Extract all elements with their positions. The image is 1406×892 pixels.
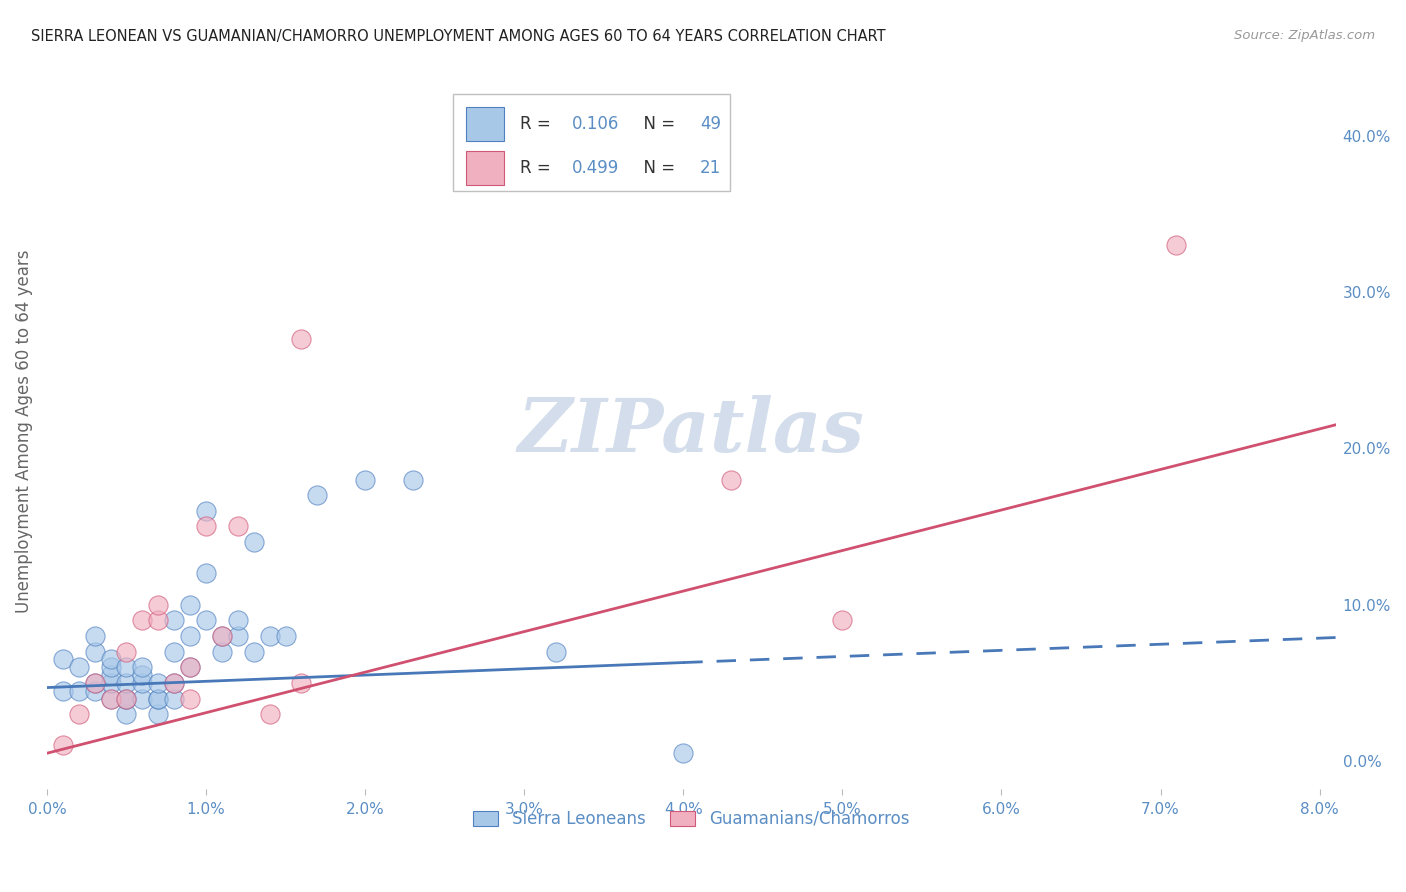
Point [100, 668, 122, 682]
Point [100, 660, 122, 674]
Point [307, 488, 329, 502]
Legend: Sierra Leoneans, Guamanians/Chamorros: Sierra Leoneans, Guamanians/Chamorros [467, 804, 915, 835]
Point [211, 644, 233, 658]
Point [195, 566, 218, 581]
Text: 21: 21 [700, 159, 721, 178]
Text: 49: 49 [700, 115, 721, 133]
Point [100, 691, 122, 706]
Point [115, 707, 138, 722]
Point [148, 707, 170, 722]
Text: R =: R = [520, 115, 555, 133]
Text: ZIPatlas: ZIPatlas [517, 395, 865, 467]
Point [179, 629, 201, 643]
Point [195, 613, 218, 627]
Point [179, 598, 201, 612]
Point [226, 629, 249, 643]
Point [402, 473, 425, 487]
Point [226, 519, 249, 533]
Text: R =: R = [520, 159, 555, 178]
Point [67, 660, 90, 674]
Text: SIERRA LEONEAN VS GUAMANIAN/CHAMORRO UNEMPLOYMENT AMONG AGES 60 TO 64 YEARS CORR: SIERRA LEONEAN VS GUAMANIAN/CHAMORRO UNE… [31, 29, 886, 44]
Point [259, 707, 281, 722]
Point [148, 613, 170, 627]
Point [67, 707, 90, 722]
Point [83, 644, 105, 658]
Point [148, 691, 170, 706]
Point [100, 652, 122, 666]
Point [52, 683, 75, 698]
Bar [465, 151, 505, 186]
Point [354, 473, 377, 487]
Point [163, 613, 186, 627]
Point [211, 629, 233, 643]
Point [115, 660, 138, 674]
Point [720, 473, 742, 487]
Point [274, 629, 297, 643]
Point [544, 644, 567, 658]
Point [115, 691, 138, 706]
Point [148, 691, 170, 706]
Point [163, 644, 186, 658]
Text: Source: ZipAtlas.com: Source: ZipAtlas.com [1234, 29, 1375, 42]
Text: 0.106: 0.106 [571, 115, 619, 133]
Point [179, 660, 201, 674]
Point [148, 598, 170, 612]
Point [131, 676, 153, 690]
Point [290, 676, 312, 690]
Point [195, 519, 218, 533]
Text: N =: N = [633, 159, 681, 178]
Text: N =: N = [633, 115, 681, 133]
Point [131, 691, 153, 706]
Point [115, 676, 138, 690]
Point [52, 652, 75, 666]
Point [52, 739, 75, 753]
Point [1166, 238, 1188, 252]
Point [148, 676, 170, 690]
Point [242, 644, 264, 658]
Point [115, 691, 138, 706]
Point [67, 683, 90, 698]
Point [83, 683, 105, 698]
Point [100, 691, 122, 706]
Point [195, 504, 218, 518]
Point [115, 644, 138, 658]
Point [83, 676, 105, 690]
Bar [465, 106, 505, 141]
Point [290, 332, 312, 346]
Point [83, 676, 105, 690]
Y-axis label: Unemployment Among Ages 60 to 64 years: Unemployment Among Ages 60 to 64 years [15, 250, 32, 613]
Point [242, 535, 264, 549]
Point [163, 691, 186, 706]
Point [131, 660, 153, 674]
Point [179, 691, 201, 706]
Point [83, 629, 105, 643]
Point [179, 660, 201, 674]
Point [131, 668, 153, 682]
Point [163, 676, 186, 690]
Point [100, 676, 122, 690]
Point [259, 629, 281, 643]
Point [672, 746, 695, 760]
Point [226, 613, 249, 627]
Point [115, 691, 138, 706]
Point [131, 613, 153, 627]
Point [163, 676, 186, 690]
Point [831, 613, 853, 627]
Text: 0.499: 0.499 [571, 159, 619, 178]
FancyBboxPatch shape [453, 95, 730, 191]
Point [211, 629, 233, 643]
